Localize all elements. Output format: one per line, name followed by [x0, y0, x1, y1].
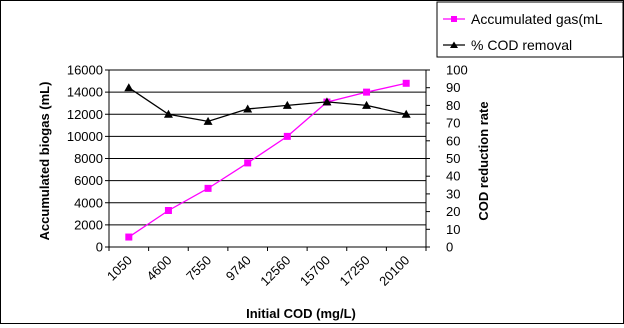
right-tick-label: 100: [446, 63, 468, 78]
right-tick-label: 50: [446, 151, 460, 166]
legend-marker-cod: [450, 41, 458, 48]
left-tick-label: 8000: [74, 151, 103, 166]
right-tick-labels: 0 10 20 30 40 50 60 70 80 90 100: [446, 63, 468, 255]
legend-label-cod: % COD removal: [471, 37, 572, 53]
gridlines: [109, 69, 426, 248]
left-tick-labels: 0 2000 4000 6000 8000 10000 12000 14000 16000: [67, 63, 103, 255]
legend-box: [436, 1, 624, 58]
left-tick-label: 12000: [67, 107, 103, 122]
series-line-gas: [128, 82, 407, 238]
data-point-gas: [125, 233, 133, 241]
right-tick-label: 30: [446, 186, 460, 201]
axes: [105, 69, 430, 251]
data-point-gas: [164, 206, 172, 214]
x-axis-title: Initial COD (mg/L): [246, 306, 356, 321]
x-tick-label: 7550: [183, 253, 214, 284]
x-tick-label: 12560: [257, 253, 293, 289]
x-tick-label: 1050: [104, 253, 135, 284]
left-tick-label: 2000: [74, 217, 103, 232]
right-tick-label: 80: [446, 98, 460, 113]
data-point-cod: [282, 100, 292, 109]
data-point-gas: [204, 184, 212, 192]
x-tick-labels: 1050 4600 7550 9740 12560 15700 17250 20100: [104, 253, 412, 289]
right-tick-label: 60: [446, 133, 460, 148]
data-point-cod: [362, 100, 372, 109]
right-tick-label: 0: [446, 240, 453, 255]
left-tick-label: 6000: [74, 173, 103, 188]
legend-marker-gas: [451, 16, 457, 22]
right-tick-label: 90: [446, 80, 460, 95]
legend-item-accumulated-gas: Accumulated gas(mL: [443, 11, 603, 27]
left-tick-label: 16000: [67, 63, 103, 78]
x-tick-label: 9740: [223, 253, 254, 284]
x-tick-label: 17250: [337, 253, 373, 289]
right-tick-label: 70: [446, 116, 460, 131]
data-point-cod: [401, 109, 411, 118]
data-point-cod: [203, 116, 213, 125]
x-tick-label: 20100: [376, 253, 412, 289]
data-point-cod: [322, 97, 332, 106]
legend-label-gas: Accumulated gas(mL: [471, 11, 603, 27]
y2-axis-title: COD reduction rate: [476, 101, 491, 220]
data-point-cod: [163, 109, 173, 118]
legend-item-cod-removal: % COD removal: [443, 37, 572, 53]
right-tick-label: 20: [446, 204, 460, 219]
data-point-gas: [283, 132, 291, 140]
left-tick-label: 0: [96, 240, 103, 255]
data-point-cod: [124, 83, 134, 92]
left-tick-label: 10000: [67, 129, 103, 144]
right-tick-label: 10: [446, 222, 460, 237]
right-tick-label: 40: [446, 169, 460, 184]
left-tick-label: 4000: [74, 195, 103, 210]
series-group: [124, 79, 411, 241]
y-axis-title: Accumulated biogas (mL): [37, 82, 52, 241]
x-tick-label: 4600: [144, 253, 175, 284]
data-point-gas: [363, 88, 371, 96]
data-point-cod: [243, 104, 253, 113]
data-point-gas: [244, 159, 252, 167]
data-point-gas: [402, 79, 410, 87]
x-tick-label: 15700: [297, 253, 333, 289]
series-line-cod: [128, 87, 407, 122]
legend: Accumulated gas(mL % COD removal: [436, 1, 624, 58]
left-tick-label: 14000: [67, 85, 103, 100]
